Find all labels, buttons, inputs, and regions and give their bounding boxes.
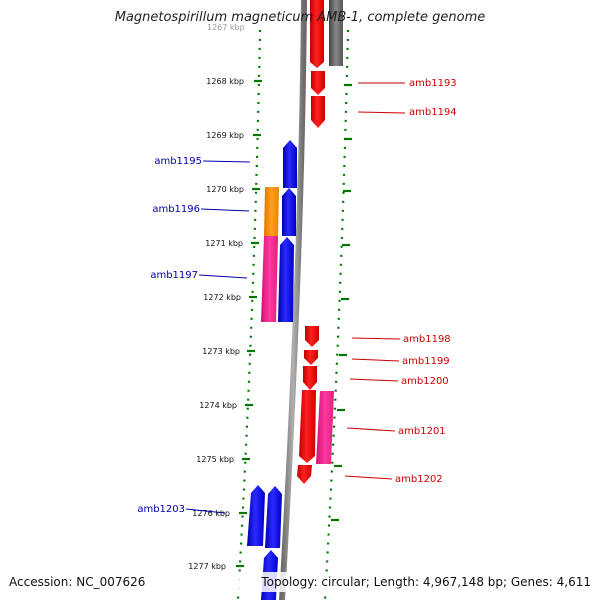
inner-dotted-ring [323,29,350,600]
accession-text: Accession: NC_007626 [9,575,146,589]
scale-label: 1273 kbp [202,347,240,356]
gene-feature-reverse[interactable] [305,326,319,347]
gene-feature-forward[interactable] [265,486,282,548]
scale-label: 1269 kbp [206,131,244,140]
gene-feature-forward[interactable] [282,188,296,236]
gene-feature-gray[interactable] [329,0,343,66]
gene-feature-forward[interactable] [278,237,294,322]
gene-feature-pink[interactable] [316,391,334,464]
scale-ticks [236,79,262,568]
gene-feature-reverse[interactable] [299,390,316,463]
gene-feature-reverse[interactable] [303,366,317,390]
gene-label[interactable]: amb1198 [403,334,451,345]
footer-background [0,572,600,592]
scale-label: 1270 kbp [206,185,244,194]
gene-feature-pink[interactable] [261,236,278,322]
map-title: Magnetospirillum magneticum AMB-1, compl… [114,10,486,25]
topology-text: Topology: circular; Length: 4,967,148 bp… [261,575,591,589]
gene-label[interactable]: amb1193 [409,78,457,89]
forward-leader-lines [185,160,251,514]
gene-label[interactable]: amb1194 [409,107,457,118]
forward-gene-labels: amb1195 amb1196 amb1197 amb1203 [137,156,202,515]
reverse-gene-labels: amb1193 amb1194 amb1198 amb1199 amb1200 … [395,78,457,485]
genome-backbone [279,0,307,600]
gene-label[interactable]: amb1195 [154,156,202,167]
gene-label[interactable]: amb1201 [398,426,446,437]
gene-feature-reverse[interactable] [304,350,318,365]
gene-feature-reverse[interactable] [311,71,325,95]
gene-label[interactable]: amb1199 [402,356,450,367]
gene-label[interactable]: amb1203 [137,504,185,515]
scale-label: 1267 kbp [207,23,245,32]
scale-label: 1272 kbp [203,293,241,302]
gene-label[interactable]: amb1200 [401,376,449,387]
scale-label: 1274 kbp [199,401,237,410]
scale-label: 1268 kbp [206,77,244,86]
gene-label[interactable]: amb1202 [395,474,443,485]
gene-label[interactable]: amb1197 [150,270,198,281]
inner-ticks [331,83,352,522]
scale-label: 1277 kbp [188,562,226,571]
scale-label: 1276 kbp [192,509,230,518]
gene-feature-forward[interactable] [247,485,265,546]
gene-label[interactable]: amb1196 [152,204,200,215]
gene-feature-reverse[interactable] [297,465,312,484]
gene-feature-orange[interactable] [264,187,279,236]
scale-label: 1275 kbp [196,455,234,464]
gene-feature-reverse[interactable] [310,0,324,68]
gene-feature-forward[interactable] [283,140,297,188]
reverse-leader-lines [344,82,406,480]
scale-label: 1271 kbp [205,239,243,248]
scale-labels: 1268 kbp 1269 kbp 1270 kbp 1271 kbp 1272… [188,77,244,571]
gene-feature-reverse[interactable] [311,96,325,128]
